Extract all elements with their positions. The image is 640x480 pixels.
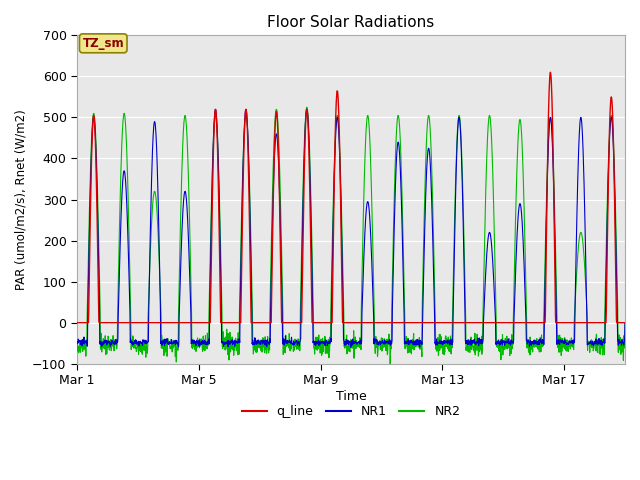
Title: Floor Solar Radiations: Floor Solar Radiations xyxy=(268,15,435,30)
Legend: q_line, NR1, NR2: q_line, NR1, NR2 xyxy=(237,400,465,423)
X-axis label: Time: Time xyxy=(335,390,366,403)
Y-axis label: PAR (umol/m2/s), Rnet (W/m2): PAR (umol/m2/s), Rnet (W/m2) xyxy=(15,109,28,290)
Text: TZ_sm: TZ_sm xyxy=(83,37,124,50)
